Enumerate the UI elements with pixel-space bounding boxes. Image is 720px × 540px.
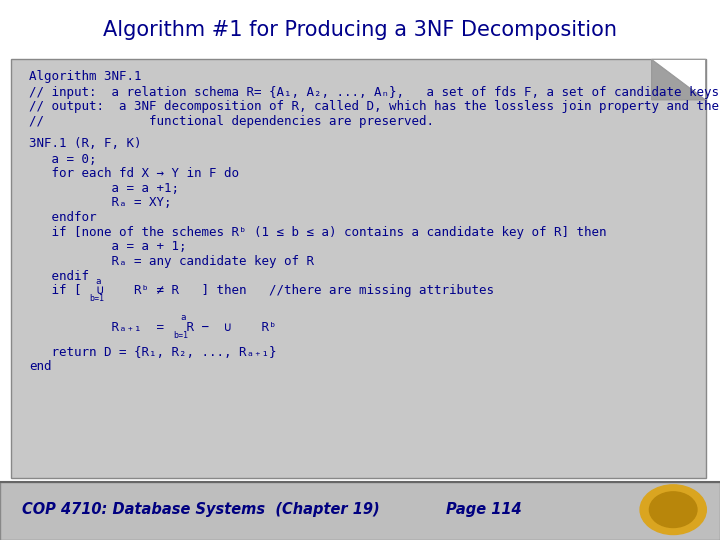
Text: Algorithm 3NF.1: Algorithm 3NF.1 xyxy=(29,71,141,84)
Text: endfor: endfor xyxy=(29,211,96,224)
Text: Rₐ = any candidate key of R: Rₐ = any candidate key of R xyxy=(29,255,314,268)
Text: b=1: b=1 xyxy=(174,331,189,340)
Text: // output:  a 3NF decomposition of R, called D, which has the lossless join prop: // output: a 3NF decomposition of R, cal… xyxy=(29,100,719,113)
Text: 3NF.1 (R, F, K): 3NF.1 (R, F, K) xyxy=(29,138,141,151)
Text: Rₐ = XY;: Rₐ = XY; xyxy=(29,197,171,210)
Text: if [none of the schemes Rᵇ (1 ≤ b ≤ a) contains a candidate key of R] then: if [none of the schemes Rᵇ (1 ≤ b ≤ a) c… xyxy=(29,226,606,239)
Text: a: a xyxy=(96,276,101,286)
Text: Page 114: Page 114 xyxy=(446,502,522,517)
Text: Algorithm #1 for Producing a 3NF Decomposition: Algorithm #1 for Producing a 3NF Decompo… xyxy=(103,19,617,40)
Text: //              functional dependencies are preserved.: // functional dependencies are preserved… xyxy=(29,115,433,128)
Text: endif: endif xyxy=(29,269,89,282)
Text: b=1: b=1 xyxy=(89,294,104,303)
Text: a: a xyxy=(180,313,185,322)
Text: a = a + 1;: a = a + 1; xyxy=(29,240,186,253)
Text: Rₐ₊₁  =   R −  ∪    Rᵇ: Rₐ₊₁ = R − ∪ Rᵇ xyxy=(29,321,276,334)
Polygon shape xyxy=(652,59,706,100)
Text: end: end xyxy=(29,361,51,374)
Text: return D = {R₁, R₂, ..., Rₐ₊₁}: return D = {R₁, R₂, ..., Rₐ₊₁} xyxy=(29,346,276,359)
Text: for each fd X → Y in F do: for each fd X → Y in F do xyxy=(29,167,239,180)
FancyBboxPatch shape xyxy=(11,59,706,478)
Text: COP 4710: Database Systems  (Chapter 19): COP 4710: Database Systems (Chapter 19) xyxy=(22,502,379,517)
Text: a = a +1;: a = a +1; xyxy=(29,182,179,195)
Text: // input:  a relation schema R= {A₁, A₂, ..., Aₙ},   a set of fds F, a set of ca: // input: a relation schema R= {A₁, A₂, … xyxy=(29,85,720,98)
FancyBboxPatch shape xyxy=(0,482,720,540)
Circle shape xyxy=(649,492,697,528)
Text: if [  ∪    Rᵇ ≠ R   ] then   //there are missing attributes: if [ ∪ Rᵇ ≠ R ] then //there are missing… xyxy=(29,285,494,298)
Circle shape xyxy=(640,485,706,535)
Text: a = 0;: a = 0; xyxy=(29,152,96,165)
Polygon shape xyxy=(652,59,706,100)
